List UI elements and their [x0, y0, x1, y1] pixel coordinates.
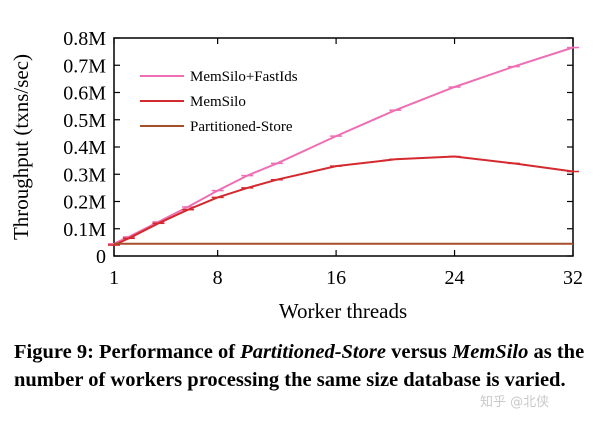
y-tick-label: 0.2M	[63, 192, 106, 214]
caption-suffix: as the number of workers processing the …	[14, 341, 585, 391]
y-tick-label: 0.6M	[63, 83, 106, 105]
y-tick-label: 0.1M	[63, 219, 106, 241]
legend-label: Partitioned-Store	[190, 119, 293, 135]
y-axis-title: Throughput (txns/sec)	[9, 54, 33, 240]
y-tick-label: 0.5M	[63, 110, 106, 132]
legend-label: MemSilo+FastIds	[190, 69, 298, 85]
series-line-memsilo	[113, 155, 574, 247]
legend: MemSilo+FastIds MemSilo Partitioned-Store	[140, 69, 298, 135]
legend-label: MemSilo	[190, 94, 246, 110]
y-tick-label: 0	[96, 246, 106, 268]
x-tick-label: 16	[326, 267, 346, 289]
figure-caption: Figure 9: Performance of Partitioned-Sto…	[14, 338, 590, 394]
caption-mid: versus	[385, 341, 453, 363]
series-layer	[108, 46, 579, 247]
watermark-text: 知乎 @北侠	[480, 395, 550, 410]
caption-em-memsilo: MemSilo	[452, 341, 529, 363]
y-tick-label: 0.4M	[63, 137, 106, 159]
x-tick-label: 24	[445, 267, 465, 289]
caption-prefix: Figure 9: Performance of	[14, 341, 241, 363]
y-tick-label: 0.8M	[63, 28, 106, 50]
x-axis-title: Worker threads	[279, 299, 407, 323]
x-tick-label: 1	[109, 267, 119, 289]
y-tick-label: 0.3M	[63, 164, 106, 186]
x-axis: 1 8 16 24 32	[109, 38, 583, 289]
series-line-memsilo-fastids	[113, 46, 574, 245]
x-tick-label: 8	[213, 267, 223, 289]
x-tick-label: 32	[563, 267, 583, 289]
throughput-chart: 0 0.1M 0.2M 0.3M 0.4M 0.5M 0.6M 0.7M 0.8M 1 8 16 24…	[9, 28, 583, 323]
y-tick-label: 0.7M	[63, 55, 106, 77]
caption-em-partitioned-store: Partitioned-Store	[240, 341, 386, 363]
y-axis: 0 0.1M 0.2M 0.3M 0.4M 0.5M 0.6M 0.7M 0.8M	[63, 28, 573, 268]
